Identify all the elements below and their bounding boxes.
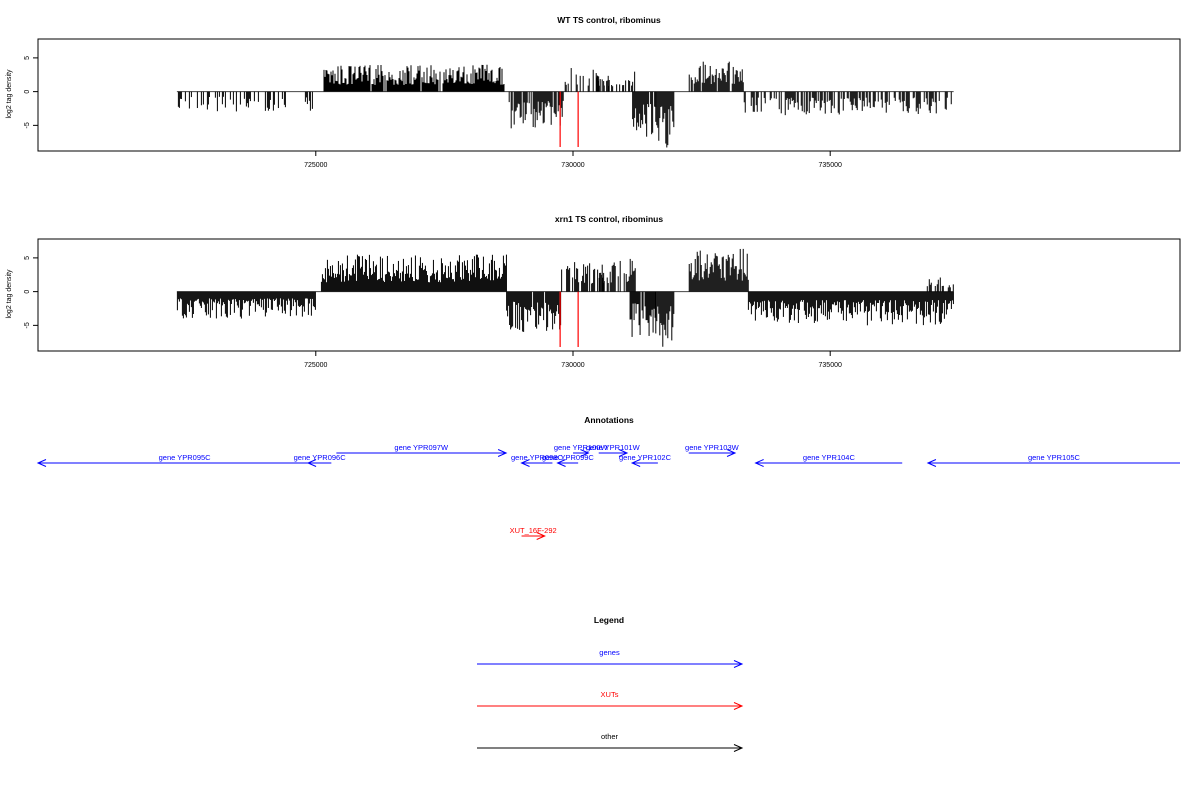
annotation-arrow-arrowhead [36, 459, 47, 467]
legend-item: genes [477, 648, 744, 668]
annotation-label: gene YPR101W [586, 443, 641, 452]
x-tick-label: 735000 [819, 362, 842, 369]
panel-xrn1-frame [37, 238, 1181, 352]
y-tick-label: -5 [24, 122, 31, 128]
legend-label: XUTs [601, 690, 619, 699]
panel-xrn1-title: xrn1 TS control, ribominus [555, 214, 663, 224]
annotation-arrow-arrowhead [726, 449, 737, 457]
annotation-label: gene YPR100W [554, 443, 609, 452]
annotation-feature: gene YPR102C [619, 453, 672, 467]
annotation-feature: gene YPR098C [511, 453, 564, 467]
annotation-feature: gene YPR099C [542, 453, 595, 467]
legend-arrow-arrowhead [733, 744, 744, 752]
panel-xrn1-markers [559, 291, 579, 347]
y-tick-label: -5 [24, 322, 31, 328]
annotation-arrow-arrowhead [536, 532, 546, 540]
legend-item: XUTs [477, 690, 744, 710]
annotation-feature: gene YPR096C [294, 453, 347, 467]
annotation-label: gene YPR103W [685, 443, 740, 452]
annotation-feature: gene YPR097W [336, 443, 508, 457]
annotation-arrow-arrowhead [306, 459, 317, 467]
x-tick-label: 730000 [561, 362, 584, 369]
x-tick-label: 725000 [304, 362, 327, 369]
y-tick-label: 5 [24, 256, 31, 260]
panel-xrn1-bars [176, 248, 954, 347]
y-tick-label: 0 [24, 290, 31, 294]
legend-item: other [477, 732, 744, 752]
annotation-feature: XUT_16F-292 [510, 526, 557, 540]
panel-xrn1-axes: -5 0 5 725000 730000 735000 [24, 256, 842, 369]
annotation-label: gene YPR102C [619, 453, 672, 462]
panel-wt-markers [559, 91, 579, 147]
panel-xrn1: xrn1 TS control, ribominus log2 tag dens… [6, 214, 1181, 369]
annotation-label: gene YPR099C [542, 453, 595, 462]
annotation-arrow-arrowhead [580, 449, 590, 457]
annotation-feature: gene YPR105C [926, 453, 1180, 467]
x-tick-label: 735000 [819, 162, 842, 169]
annotation-arrow-arrowhead [497, 449, 508, 457]
panel-wt-frame [37, 38, 1181, 152]
annotation-arrow-arrowhead [926, 459, 937, 467]
panel-xrn1-ylabel: log2 tag density [6, 269, 13, 319]
annotations-title: Annotations [584, 415, 634, 425]
annotation-label: gene YPR105C [1028, 453, 1081, 462]
legend-label: genes [599, 648, 620, 657]
legend-title: Legend [594, 615, 624, 625]
legend-arrow-arrowhead [733, 660, 744, 668]
panel-wt: WT TS control, ribominus log2 tag densit… [6, 15, 1181, 169]
annotation-features: gene YPR095C gene YPR096C gene YPR097W gene… [36, 443, 1180, 540]
annotation-arrow-arrowhead [630, 459, 641, 467]
annotation-feature: gene YPR095C [36, 453, 332, 467]
annotation-feature: gene YPR103W [685, 443, 740, 457]
annotation-label: XUT_16F-292 [510, 526, 557, 535]
legend-items: genes XUTs other [477, 648, 744, 752]
panel-wt-ylabel: log2 tag density [6, 69, 13, 119]
legend-arrow-arrowhead [733, 702, 744, 710]
legend: Legend genes XUTs other [477, 615, 744, 752]
annotation-arrow-arrowhead [754, 459, 764, 467]
panel-wt-axes: -5 0 5 725000 730000 735000 [24, 56, 842, 169]
legend-label: other [601, 732, 619, 741]
annotation-arrow-arrowhead [520, 459, 530, 467]
x-tick-label: 725000 [304, 162, 327, 169]
annotation-label: gene YPR096C [294, 453, 347, 462]
annotation-label: gene YPR097W [394, 443, 449, 452]
annotation-feature: gene YPR101W [586, 443, 641, 457]
annotation-arrow-arrowhead [556, 459, 566, 467]
panel-wt-title: WT TS control, ribominus [557, 15, 661, 25]
y-tick-label: 0 [24, 90, 31, 94]
annotation-feature: gene YPR104C [754, 453, 903, 467]
annotations-track: Annotations gene YPR095C gene YPR096Cgene… [36, 415, 1180, 540]
annotation-label: gene YPR104C [803, 453, 856, 462]
annotation-label: gene YPR098C [511, 453, 564, 462]
annotation-arrow-arrowhead [618, 449, 629, 457]
panel-wt-bars [176, 61, 954, 148]
annotation-label: gene YPR095C [159, 453, 212, 462]
y-tick-label: 5 [24, 56, 31, 60]
annotation-feature: gene YPR100W [554, 443, 609, 457]
x-tick-label: 730000 [561, 162, 584, 169]
